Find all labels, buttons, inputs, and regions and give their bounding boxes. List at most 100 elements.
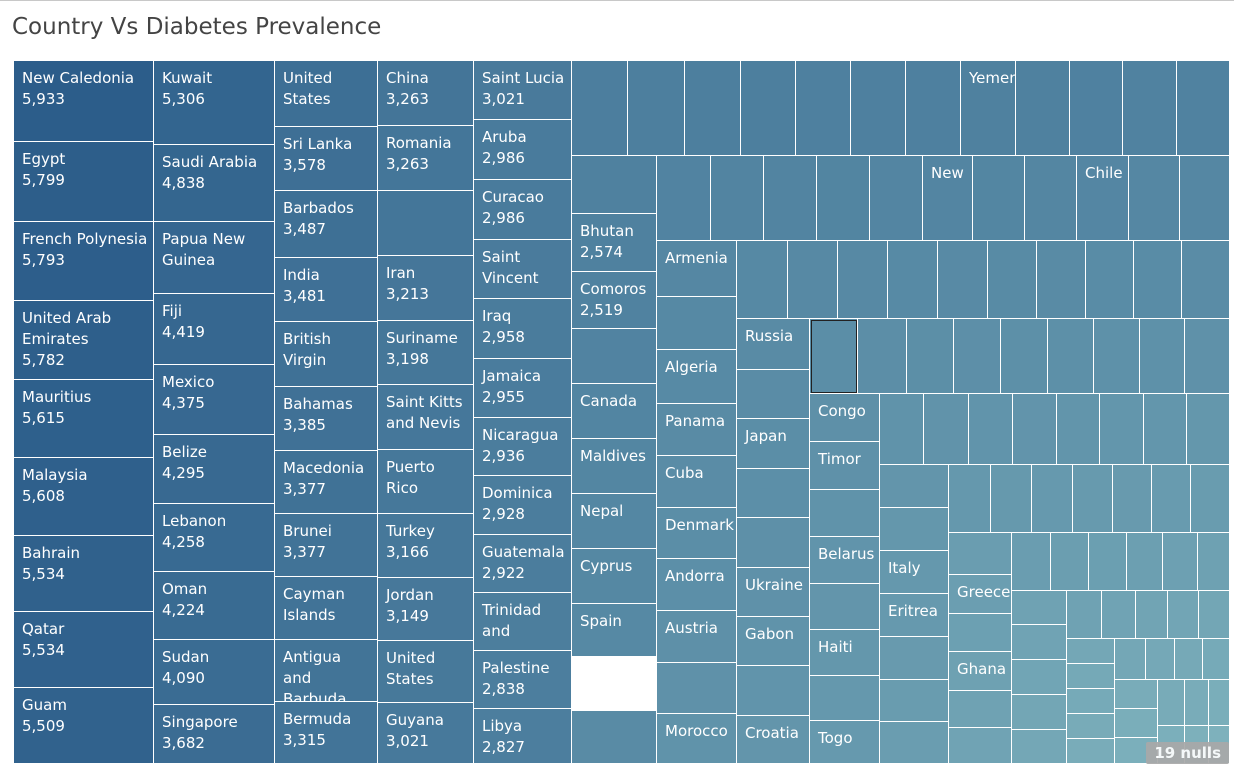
- tile-unlabeled-country[interactable]: [938, 241, 988, 319]
- tile-austria[interactable]: Austria: [657, 611, 737, 663]
- tile-unlabeled-country[interactable]: [1016, 61, 1070, 156]
- tile-canada[interactable]: Canada: [572, 384, 657, 439]
- tile-unlabeled-country[interactable]: [1067, 664, 1115, 689]
- tile-cyprus[interactable]: Cyprus: [572, 549, 657, 604]
- tile-unlabeled-country[interactable]: [1144, 394, 1187, 465]
- tile-kuwait[interactable]: Kuwait 5,306: [154, 61, 275, 145]
- tile-unlabeled-country[interactable]: [1001, 319, 1048, 394]
- tile-unlabeled-country[interactable]: [1115, 680, 1158, 709]
- tile-trinidad-and[interactable]: Trinidad and: [474, 593, 572, 651]
- nulls-indicator[interactable]: 19 nulls: [1146, 742, 1229, 764]
- tile-unlabeled-country[interactable]: [572, 61, 628, 156]
- tile-unlabeled-country[interactable]: [1048, 319, 1094, 394]
- tile-spain[interactable]: Spain: [572, 604, 657, 657]
- tile-new-caledonia[interactable]: New Caledonia 5,933: [14, 61, 154, 142]
- tile-timor[interactable]: Timor: [810, 442, 880, 490]
- tile-unlabeled-country[interactable]: [1203, 639, 1230, 680]
- tile-unlabeled-country[interactable]: [1013, 394, 1057, 465]
- tile-comoros[interactable]: Comoros 2,519: [572, 272, 657, 329]
- tile-algeria[interactable]: Algeria: [657, 350, 737, 404]
- tile-unlabeled-country[interactable]: [1102, 591, 1136, 639]
- tile-unlabeled-country[interactable]: [1067, 714, 1115, 739]
- tile-denmark[interactable]: Denmark: [657, 508, 737, 559]
- tile-unlabeled-country[interactable]: [1025, 156, 1077, 241]
- tile-mexico[interactable]: Mexico 4,375: [154, 365, 275, 435]
- tile-unlabeled-country[interactable]: [906, 61, 961, 156]
- tile-unlabeled-country[interactable]: [817, 156, 870, 241]
- tile-unlabeled-country[interactable]: [1182, 241, 1230, 319]
- tile-sri-lanka[interactable]: Sri Lanka 3,578: [275, 127, 378, 191]
- tile-bahrain[interactable]: Bahrain 5,534: [14, 536, 154, 612]
- tile-eritrea[interactable]: Eritrea: [880, 594, 949, 637]
- tile-unlabeled-country[interactable]: [1198, 533, 1230, 591]
- tile-ghana[interactable]: Ghana: [949, 652, 1012, 691]
- tile-panama[interactable]: Panama: [657, 404, 737, 456]
- tile-unlabeled-country[interactable]: [657, 663, 737, 714]
- tile-unlabeled-country[interactable]: [858, 319, 907, 394]
- tile-macedonia[interactable]: Macedonia 3,377: [275, 451, 378, 514]
- tile-unlabeled-country[interactable]: [949, 614, 1012, 652]
- tile-new[interactable]: New: [923, 156, 973, 241]
- tile-unlabeled-country[interactable]: [1187, 394, 1230, 465]
- tile-unlabeled-country[interactable]: [949, 533, 1012, 575]
- tile-unlabeled-country[interactable]: [851, 61, 906, 156]
- tile-unlabeled-country[interactable]: [741, 61, 796, 156]
- tile-saint-kitts-and-nevis[interactable]: Saint Kitts and Nevis: [378, 385, 474, 450]
- tile-russia[interactable]: Russia: [737, 319, 810, 370]
- tile-guam[interactable]: Guam 5,509: [14, 688, 154, 764]
- tile-unlabeled-country[interactable]: [657, 297, 737, 350]
- tile-unlabeled-country[interactable]: [1175, 639, 1203, 680]
- tile-unlabeled-country[interactable]: [949, 691, 1012, 728]
- tile-unlabeled-country[interactable]: [764, 156, 817, 241]
- tile-unlabeled-country[interactable]: [1012, 625, 1067, 660]
- tile-unlabeled-country[interactable]: [1127, 533, 1163, 591]
- tile-unlabeled-country[interactable]: [880, 722, 949, 764]
- tile-unlabeled-country[interactable]: [796, 61, 851, 156]
- tile-british-virgin[interactable]: British Virgin: [275, 322, 378, 387]
- tile-unlabeled-country[interactable]: [657, 156, 711, 241]
- tile-unlabeled-country[interactable]: [1129, 156, 1180, 241]
- tile-brunei[interactable]: Brunei 3,377: [275, 514, 378, 577]
- tile-iran[interactable]: Iran 3,213: [378, 256, 474, 321]
- tile-unlabeled-country[interactable]: [1209, 680, 1230, 726]
- tile-unlabeled-country[interactable]: [1123, 61, 1177, 156]
- tile-unlabeled-country[interactable]: [1067, 639, 1115, 664]
- tile-cayman-islands[interactable]: Cayman Islands: [275, 577, 378, 640]
- tile-unlabeled-country[interactable]: [1177, 61, 1230, 156]
- tile-unlabeled-country[interactable]: [1073, 465, 1113, 533]
- tile-unlabeled-country[interactable]: [880, 508, 949, 551]
- tile-unlabeled-country[interactable]: [954, 319, 1001, 394]
- tile-croatia[interactable]: Croatia: [737, 716, 810, 764]
- tile-togo[interactable]: Togo: [810, 721, 880, 764]
- tile-belarus[interactable]: Belarus: [810, 537, 880, 584]
- tile-mauritius[interactable]: Mauritius 5,615: [14, 380, 154, 458]
- tile-bhutan[interactable]: Bhutan 2,574: [572, 214, 657, 272]
- tile-united-states[interactable]: United States: [275, 61, 378, 127]
- tile-qatar[interactable]: Qatar 5,534: [14, 612, 154, 688]
- tile-unlabeled-country[interactable]: [810, 676, 880, 721]
- tile-sudan[interactable]: Sudan 4,090: [154, 640, 275, 705]
- tile-guatemala[interactable]: Guatemala 2,922: [474, 535, 572, 593]
- tile-unlabeled-country[interactable]: [1012, 730, 1067, 764]
- tile-barbados[interactable]: Barbados 3,487: [275, 191, 378, 258]
- tile-unlabeled-country[interactable]: [949, 728, 1012, 764]
- tile-fiji[interactable]: Fiji 4,419: [154, 294, 275, 365]
- tile-united-states[interactable]: United States: [378, 641, 474, 703]
- tile-unlabeled-country[interactable]: [1146, 639, 1175, 680]
- tile-guyana[interactable]: Guyana 3,021: [378, 703, 474, 764]
- tile-unlabeled-country[interactable]: [1100, 394, 1144, 465]
- tile-unlabeled-country[interactable]: [572, 329, 657, 384]
- tile-unlabeled-country[interactable]: [1067, 739, 1115, 764]
- tile-unlabeled-country[interactable]: [1113, 465, 1152, 533]
- tile-unlabeled-country[interactable]: [810, 584, 880, 630]
- tile-unlabeled-country[interactable]: [1012, 533, 1051, 591]
- tile-unlabeled-country[interactable]: [880, 465, 949, 508]
- tile-unlabeled-country[interactable]: [1199, 591, 1230, 639]
- tile-dominica[interactable]: Dominica 2,928: [474, 476, 572, 535]
- tile-puerto-rico[interactable]: Puerto Rico: [378, 450, 474, 514]
- tile-gabon[interactable]: Gabon: [737, 617, 810, 666]
- tile-unlabeled-country[interactable]: [1115, 709, 1158, 738]
- tile-unlabeled-country[interactable]: [1012, 695, 1067, 730]
- tile-armenia[interactable]: Armenia: [657, 241, 737, 297]
- tile-egypt[interactable]: Egypt 5,799: [14, 142, 154, 222]
